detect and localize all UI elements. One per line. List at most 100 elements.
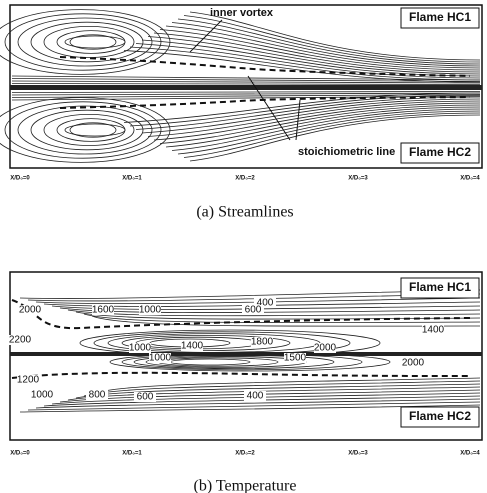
streamline bbox=[165, 106, 481, 148]
streamline bbox=[183, 15, 481, 63]
vortex-core bbox=[64, 123, 126, 137]
caption: (b) Temperature bbox=[194, 478, 297, 493]
streamline bbox=[129, 46, 481, 81]
contour-label: 1400 bbox=[422, 325, 445, 336]
streamline bbox=[141, 98, 481, 134]
isotherm bbox=[59, 307, 481, 313]
streamline bbox=[147, 100, 481, 137]
streamline bbox=[11, 92, 481, 96]
label-bg bbox=[181, 341, 203, 351]
annotation-arrow bbox=[295, 99, 301, 141]
label-box bbox=[400, 7, 480, 29]
x-label: X/D₀=4 bbox=[460, 176, 480, 182]
streamline bbox=[159, 104, 481, 144]
streamline bbox=[153, 102, 481, 141]
streamline bbox=[171, 108, 481, 151]
flame-label: Flame HC2 bbox=[409, 409, 471, 423]
streamline bbox=[171, 22, 481, 67]
streamline bbox=[11, 80, 481, 84]
vortex-streamline bbox=[30, 21, 144, 63]
streamline bbox=[189, 11, 481, 61]
flame-label: Flame HC1 bbox=[409, 10, 471, 24]
vortex-streamline bbox=[69, 34, 117, 50]
contour-label: 400 bbox=[257, 298, 274, 309]
annotation: inner vortex bbox=[210, 7, 274, 19]
x-label: X/D₀=2 bbox=[235, 451, 255, 457]
streamline bbox=[135, 43, 481, 79]
vortex-streamline bbox=[69, 122, 117, 138]
label-bg bbox=[92, 305, 114, 315]
vortex-core bbox=[64, 35, 126, 49]
annotation: stoichiometric line bbox=[298, 146, 395, 158]
streamline bbox=[159, 29, 481, 71]
contour-label: 2200 bbox=[9, 335, 32, 346]
annotation-arrow bbox=[247, 75, 291, 141]
contour-label: 1400 bbox=[181, 341, 204, 352]
x-label: X/D₀=0 bbox=[10, 451, 30, 457]
isotherm bbox=[91, 315, 481, 327]
contour-label: 1000 bbox=[129, 343, 152, 354]
contour-label: 1000 bbox=[139, 305, 162, 316]
vortex-streamline bbox=[43, 25, 135, 59]
x-label: X/D₀=2 bbox=[235, 176, 255, 182]
streamline bbox=[183, 112, 481, 158]
label-bg bbox=[86, 390, 108, 400]
label-bg bbox=[9, 335, 31, 345]
isotherm bbox=[51, 305, 481, 310]
stoichiometric-line bbox=[59, 96, 471, 109]
isotherm bbox=[75, 311, 481, 320]
flame-label: Flame HC2 bbox=[409, 145, 471, 159]
vortex-streamline bbox=[56, 118, 126, 142]
contour-label: 1600 bbox=[92, 305, 115, 316]
isotherm bbox=[91, 377, 481, 395]
label-bg bbox=[251, 337, 273, 347]
contour-label: 1000 bbox=[149, 353, 172, 364]
streamline bbox=[11, 78, 481, 82]
isotherm bbox=[121, 334, 291, 351]
label-box bbox=[400, 406, 480, 428]
isotherm bbox=[19, 404, 481, 413]
x-label: X/D₀=4 bbox=[460, 451, 480, 457]
vortex-streamline bbox=[0, 97, 171, 163]
contour-label: 2000 bbox=[19, 305, 42, 316]
label-bg bbox=[149, 353, 171, 363]
label-box bbox=[400, 277, 480, 299]
streamline bbox=[123, 92, 481, 123]
vortex-streamline bbox=[56, 30, 126, 54]
x-label: X/D₀=3 bbox=[348, 451, 368, 457]
streamline bbox=[165, 25, 481, 69]
vortex-streamline bbox=[4, 101, 162, 159]
label-bg bbox=[422, 325, 444, 335]
contour-label: 1800 bbox=[251, 337, 274, 348]
label-bg bbox=[129, 343, 151, 353]
isotherm bbox=[35, 398, 481, 409]
vortex-streamline bbox=[17, 17, 153, 67]
contour-label: 1200 bbox=[17, 375, 40, 386]
stoichiometric-line bbox=[11, 299, 471, 330]
contour-label: 600 bbox=[137, 392, 154, 403]
streamline bbox=[11, 91, 481, 93]
label-bg bbox=[402, 358, 424, 368]
contour-label: 400 bbox=[247, 391, 264, 402]
streamline bbox=[11, 94, 481, 98]
isotherm bbox=[43, 395, 481, 407]
label-bg bbox=[254, 298, 276, 308]
stoichiometric-line bbox=[11, 371, 471, 379]
centerline bbox=[10, 85, 482, 90]
contour-label: 800 bbox=[89, 390, 106, 401]
x-label: X/D₀=1 bbox=[122, 451, 142, 457]
vortex-streamline bbox=[0, 9, 171, 75]
streamline bbox=[189, 114, 481, 162]
vortex-streamline bbox=[30, 109, 144, 151]
isotherm bbox=[27, 293, 481, 302]
vortex-streamline bbox=[43, 114, 135, 147]
label-bg bbox=[134, 392, 156, 402]
label-bg bbox=[31, 390, 53, 400]
label-bg bbox=[139, 305, 161, 315]
label-bg bbox=[244, 391, 266, 401]
isotherm bbox=[43, 301, 481, 307]
isotherm bbox=[35, 297, 481, 305]
label-bg bbox=[17, 375, 39, 385]
annotation-arrow bbox=[189, 19, 223, 53]
